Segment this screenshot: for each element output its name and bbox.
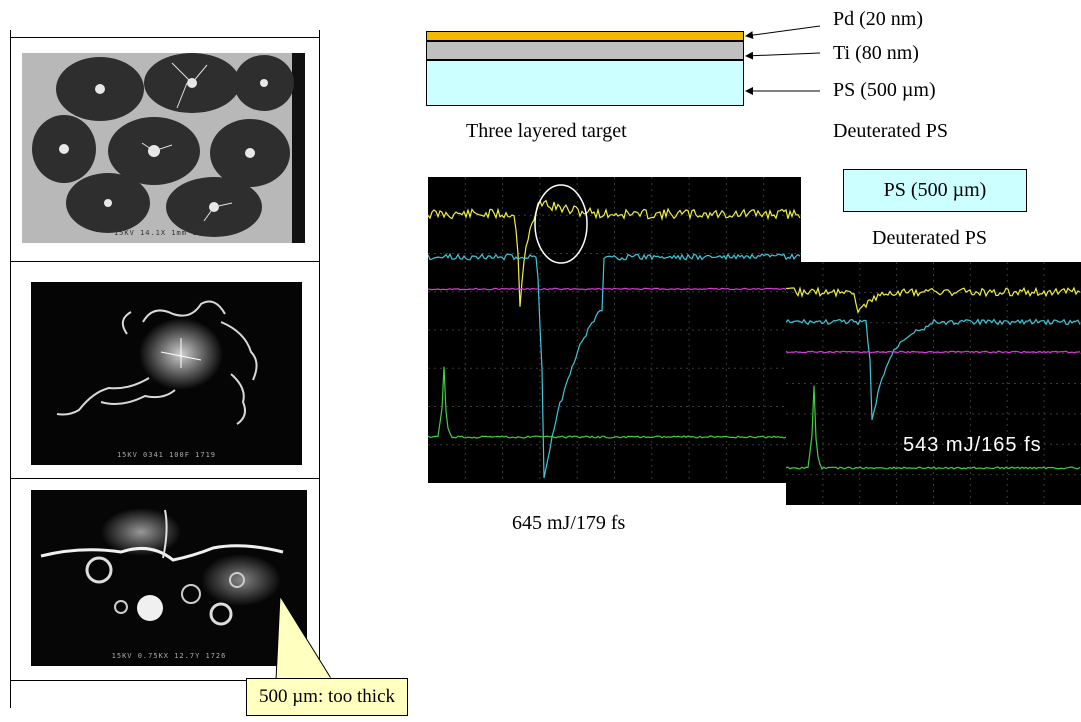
pd-layer-label: Pd (20 nm) bbox=[833, 8, 923, 30]
highlight-ellipse bbox=[534, 184, 588, 264]
micrograph-top-caption: 15KV 14.1X 1mm 1718 bbox=[113, 229, 214, 237]
three-layer-caption: Three layered target bbox=[466, 120, 627, 142]
scope-2-energy-label: 543 mJ/165 fs bbox=[903, 434, 1042, 456]
ps-layer bbox=[426, 60, 744, 106]
micrograph-top-image bbox=[22, 53, 305, 243]
scope-2-traces bbox=[786, 262, 1081, 505]
yellow-trace bbox=[428, 199, 801, 307]
cyan-trace bbox=[428, 252, 801, 479]
deuterated-ps-caption-top: Deuterated PS bbox=[833, 120, 948, 142]
magenta-trace bbox=[428, 287, 801, 291]
micrograph-middle-caption: 15KV 0341 100F 1719 bbox=[116, 451, 217, 459]
micrograph-middle: 15KV 0341 100F 1719 bbox=[31, 282, 302, 465]
scope-1-caption: 645 mJ/179 fs bbox=[512, 512, 626, 534]
yellow-trace bbox=[786, 286, 1081, 315]
micrograph-top: 15KV 14.1X 1mm 1718 bbox=[22, 53, 305, 243]
micrograph-bottom-caption: 15KV 0.75KX 12.7Y 1726 bbox=[111, 652, 227, 660]
thickness-callout: 500 µm: too thick bbox=[246, 678, 408, 716]
frame-divider-2 bbox=[10, 478, 320, 479]
micrograph-bottom: 15KV 0.75KX 12.7Y 1726 bbox=[31, 490, 307, 666]
scope-1-traces bbox=[428, 177, 801, 483]
frame-divider-1 bbox=[10, 261, 320, 262]
green-trace bbox=[786, 385, 1081, 470]
micrograph-bottom-image bbox=[31, 490, 307, 666]
oscilloscope-trace-2: 543 mJ/165 fs bbox=[786, 262, 1081, 505]
cyan-trace bbox=[786, 318, 1081, 421]
frame-right-line bbox=[319, 30, 320, 682]
magenta-trace bbox=[786, 350, 1081, 354]
oscilloscope-trace-1 bbox=[428, 177, 801, 483]
ps-layer-label: PS (500 µm) bbox=[833, 79, 936, 101]
callout-pointer bbox=[275, 594, 333, 681]
micrograph-middle-image bbox=[31, 282, 302, 465]
ti-layer bbox=[426, 41, 744, 60]
green-trace bbox=[428, 366, 801, 439]
ps-box-label: PS (500 µm) bbox=[843, 169, 1027, 212]
frame-left-line bbox=[10, 30, 11, 708]
ti-layer-label: Ti (80 nm) bbox=[833, 42, 919, 64]
deuterated-ps-caption-right: Deuterated PS bbox=[872, 227, 987, 249]
frame-bottom-line bbox=[10, 680, 250, 681]
layer-arrows bbox=[745, 25, 821, 95]
frame-top-line bbox=[10, 37, 320, 38]
pd-layer bbox=[426, 31, 744, 41]
